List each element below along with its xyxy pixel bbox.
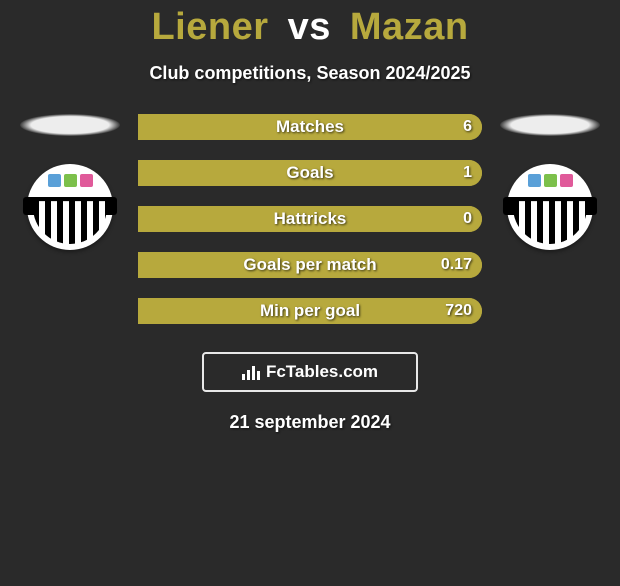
badge-mini-icon [48, 174, 61, 187]
right-player-shadow [500, 114, 600, 136]
right-badge-top-icons [507, 174, 593, 187]
stat-bars: Matches6Goals1Hattricks0Goals per match0… [138, 114, 482, 324]
badge-mini-icon [64, 174, 77, 187]
stat-row: Hattricks0 [138, 206, 482, 232]
page-title: Liener vs Mazan [0, 6, 620, 49]
stat-row: Goals1 [138, 160, 482, 186]
bar-label: Hattricks [138, 206, 482, 232]
vs-text: vs [288, 6, 331, 48]
subtitle: Club competitions, Season 2024/2025 [0, 63, 620, 84]
player2-name: Mazan [350, 6, 469, 48]
badge-mini-icon [544, 174, 557, 187]
date-line: 21 september 2024 [0, 412, 620, 433]
bar-value-right: 0 [463, 206, 472, 232]
brand-text: FcTables.com [266, 362, 378, 382]
bar-value-right: 720 [445, 298, 472, 324]
left-club-badge: BRATISLAVA [27, 164, 113, 250]
comparison-content: BRATISLAVA Matches6 Goals1 Hattricks0 Goals… [0, 114, 620, 324]
bar-value-right: 0.17 [441, 252, 472, 278]
bar-value-right: 1 [463, 160, 472, 186]
stat-row: Min per goal720 [138, 298, 482, 324]
brand-box: FcTables.com [202, 352, 418, 392]
badge-mini-icon [560, 174, 573, 187]
stat-row: Matches6 [138, 114, 482, 140]
badge-mini-icon [528, 174, 541, 187]
player1-name: Liener [151, 6, 268, 48]
bar-label: Goals [138, 160, 482, 186]
bar-label: Matches [138, 114, 482, 140]
left-side: BRATISLAVA [20, 114, 120, 250]
bar-value-right: 6 [463, 114, 472, 140]
right-side: BRATISLAVA [500, 114, 600, 250]
right-club-badge: BRATISLAVA [507, 164, 593, 250]
bar-label: Goals per match [138, 252, 482, 278]
badge-mini-icon [80, 174, 93, 187]
bar-chart-icon [242, 364, 260, 380]
bar-label: Min per goal [138, 298, 482, 324]
stat-row: Goals per match0.17 [138, 252, 482, 278]
left-player-shadow [20, 114, 120, 136]
left-badge-top-icons [27, 174, 113, 187]
